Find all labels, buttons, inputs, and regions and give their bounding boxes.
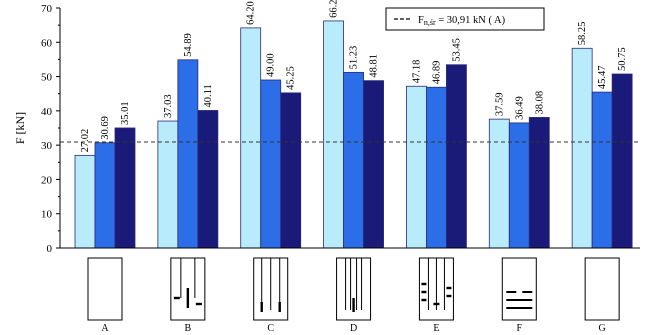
bar-d-1 (323, 20, 344, 249)
category-label-a: A (101, 323, 109, 334)
value-label-d-3: 48.81 (369, 54, 380, 78)
y-tick-label-30: 30 (41, 140, 53, 152)
thumbnail-c (253, 257, 289, 321)
value-label-e-3: 53.45 (451, 38, 462, 62)
legend-label-rest: = 30,91 kN ( A) (436, 15, 506, 26)
specimen-thumbnails: A B C D E F G (87, 257, 620, 334)
value-labels: 27.02 37.03 64.20 66.23 47.18 37.59 58.25 30.69… (80, 0, 628, 152)
thumbnail-e (418, 257, 454, 321)
y-tick-label-20: 20 (41, 174, 53, 186)
bar-f-1 (488, 118, 510, 249)
bar-b-3 (197, 110, 219, 249)
legend-label-main: F (418, 15, 424, 26)
thumbnail-f (501, 257, 537, 321)
y-tick-label-10: 10 (41, 209, 53, 221)
value-label-d-1: 66.23 (329, 0, 340, 18)
bar-c-2 (260, 79, 282, 249)
value-label-e-2: 46.89 (431, 61, 442, 85)
category-label-b: B (185, 323, 192, 334)
thumbnail-d (336, 257, 372, 321)
value-label-f-2: 36.49 (514, 96, 525, 120)
bar-f-2 (508, 122, 530, 249)
thumbnail-frame (584, 257, 620, 321)
bar-g-2 (591, 91, 613, 249)
category-label-e: E (433, 323, 439, 334)
thumbnail-frame (87, 257, 123, 321)
value-label-f-3: 38.08 (534, 91, 545, 115)
bar-c-1 (240, 27, 262, 249)
category-label-d: D (350, 323, 357, 334)
y-tick-label-0: 0 (47, 243, 53, 255)
value-label-g-2: 45.47 (597, 65, 608, 89)
bars (74, 20, 633, 249)
axes: 0 10 20 30 40 50 60 70 F [kN] (13, 3, 640, 255)
bar-a-1 (74, 154, 96, 249)
value-label-d-2: 51.23 (349, 46, 360, 70)
y-tick-label-70: 70 (41, 3, 53, 15)
bar-e-2 (426, 86, 447, 249)
bar-g-3 (611, 73, 633, 249)
thumbnail-a (87, 257, 123, 321)
bar-c-3 (280, 92, 302, 249)
bar-d-3 (363, 80, 384, 249)
thumbnail-g (584, 257, 620, 321)
category-label-c: C (267, 323, 274, 334)
y-axis-title: F [kN] (13, 112, 27, 144)
y-tick-label-40: 40 (41, 106, 53, 118)
value-label-b-2: 54.89 (183, 33, 194, 57)
value-label-b-1: 37.03 (163, 94, 174, 118)
value-label-g-1: 58.25 (577, 22, 588, 46)
value-label-c-1: 64.20 (246, 1, 257, 25)
value-label-a-3: 35.01 (120, 101, 131, 125)
value-label-a-2: 30.69 (100, 116, 111, 140)
bar-g-1 (571, 47, 593, 249)
category-label-f: F (517, 323, 523, 334)
value-label-f-1: 37.59 (494, 92, 505, 116)
y-tick-label-60: 60 (41, 37, 53, 49)
bar-b-2 (177, 59, 199, 249)
category-label-g: G (599, 323, 606, 334)
legend-label-subscript: n,śr (424, 18, 436, 27)
legend-label: Fn,śr = 30,91 kN ( A) (418, 15, 506, 27)
value-label-c-2: 49.00 (266, 53, 277, 77)
legend: Fn,śr = 30,91 kN ( A) (385, 7, 545, 31)
thumbnail-frame (501, 257, 537, 321)
thumbnail-b (170, 257, 206, 321)
value-label-b-3: 40.11 (203, 84, 214, 107)
legend-box (385, 7, 545, 31)
bar-b-1 (157, 120, 179, 249)
y-tick-label-50: 50 (41, 72, 53, 84)
value-label-e-1: 47.18 (411, 60, 422, 84)
value-label-c-3: 45.25 (286, 66, 297, 90)
bar-f-3 (528, 117, 550, 249)
bar-d-2 (343, 71, 364, 249)
bar-a-2 (94, 142, 116, 249)
bar-e-3 (446, 64, 467, 249)
value-label-g-3: 50.75 (617, 47, 628, 71)
bar-e-1 (406, 85, 427, 249)
value-label-a-1: 27.02 (80, 129, 91, 153)
bar-a-3 (114, 127, 136, 249)
